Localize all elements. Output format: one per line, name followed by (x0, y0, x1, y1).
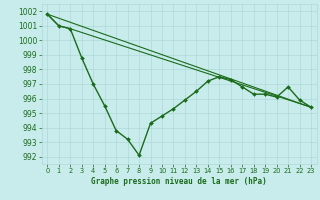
X-axis label: Graphe pression niveau de la mer (hPa): Graphe pression niveau de la mer (hPa) (91, 177, 267, 186)
